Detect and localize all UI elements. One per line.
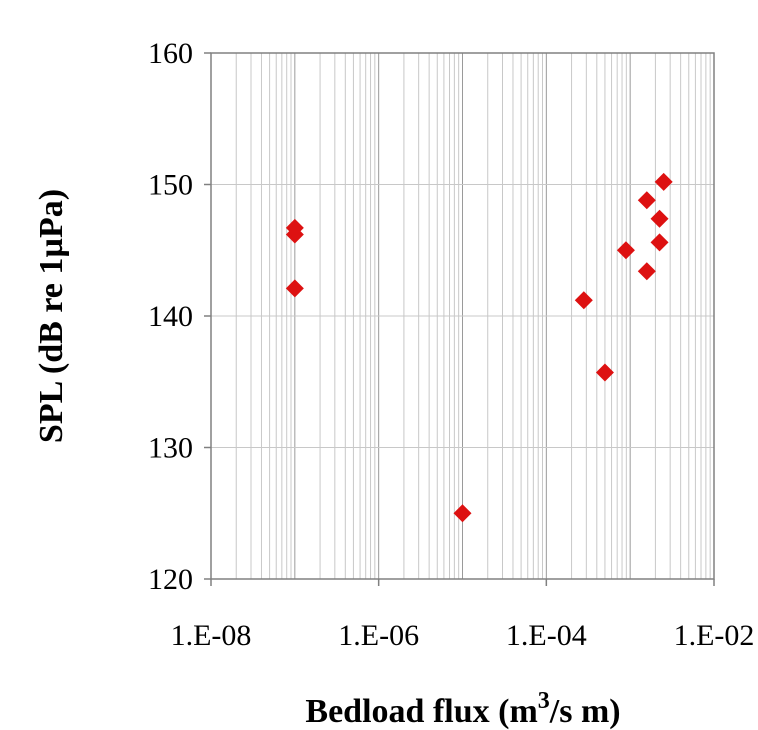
y-tick-label: 140	[148, 300, 193, 333]
data-point-diamond	[285, 279, 304, 298]
data-points	[285, 172, 673, 523]
x-tick-label: 1.E-04	[506, 619, 587, 652]
tick-labels: 120 130 140 150 160 1.E-08 1.E-06 1.E-04 1.E-02	[148, 37, 754, 652]
data-point-diamond	[654, 172, 673, 191]
data-point-diamond	[595, 363, 614, 382]
data-point-diamond	[637, 262, 656, 281]
data-point-diamond	[650, 233, 669, 252]
x-tick-label: 1.E-06	[338, 619, 419, 652]
y-tick-label: 160	[148, 37, 193, 70]
data-point-diamond	[453, 504, 472, 523]
gridlines	[211, 53, 714, 579]
data-point-diamond	[574, 291, 593, 310]
data-point-diamond	[637, 191, 656, 210]
data-point-diamond	[650, 209, 669, 228]
x-axis-title-main: Bedload flux (m	[305, 693, 537, 730]
x-axis-title: Bedload flux (m3/s m)	[305, 688, 620, 730]
x-tick-label: 1.E-08	[171, 619, 252, 652]
data-point-diamond	[285, 225, 304, 244]
x-tick-label: 1.E-02	[674, 619, 755, 652]
y-axis-title: SPL (dB re 1µPa)	[33, 189, 70, 443]
y-tick-label: 120	[148, 563, 193, 596]
x-axis-title-superscript: 3	[538, 688, 550, 714]
data-point-diamond	[616, 241, 635, 260]
y-tick-label: 150	[148, 169, 193, 202]
y-tick-label: 130	[148, 432, 193, 465]
x-axis-title-tail: /s m)	[549, 693, 621, 730]
